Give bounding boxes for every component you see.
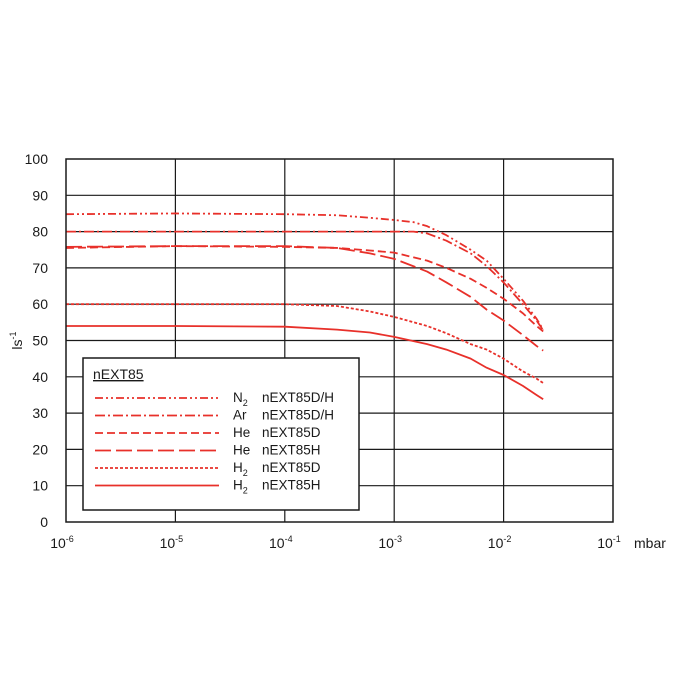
legend-gas-subscript: 2 <box>243 468 248 478</box>
y-tick-label: 50 <box>32 333 48 349</box>
legend-gas-subscript: 2 <box>243 398 248 408</box>
x-tick-label: 10-3 <box>378 534 402 551</box>
series-line <box>65 212 544 331</box>
legend-model: nEXT85D <box>262 425 321 440</box>
y-tick-label: 70 <box>32 260 48 276</box>
legend-model: nEXT85D/H <box>262 408 334 423</box>
x-tick-exponent: -5 <box>175 534 183 544</box>
x-tick-base: 10 <box>160 535 176 551</box>
x-tick-exponent: -4 <box>285 534 293 544</box>
series-line <box>65 245 544 333</box>
x-tick-exponent: -3 <box>394 534 402 544</box>
y-axis-label-sup: -1 <box>8 331 18 339</box>
legend-title: nEXT85 <box>93 366 144 382</box>
legend-model: nEXT85D/H <box>262 390 334 405</box>
y-axis-label-base: ls <box>9 339 25 349</box>
legend-model: nEXT85H <box>262 443 321 458</box>
legend-gas-symbol: He <box>233 425 250 440</box>
y-tick-label: 100 <box>25 151 49 167</box>
legend-gas-subscript: 2 <box>243 486 248 496</box>
x-tick-exponent: -1 <box>613 534 621 544</box>
x-tick-base: 10 <box>50 535 66 551</box>
x-tick-base: 10 <box>488 535 504 551</box>
x-tick-label: 10-2 <box>488 534 512 551</box>
x-tick-label: 10-1 <box>597 534 621 551</box>
legend-item: Ar nEXT85D/H <box>95 408 334 423</box>
x-tick-label: 10-6 <box>50 534 74 551</box>
y-tick-label: 30 <box>32 405 48 421</box>
x-axis-label: mbar <box>634 535 666 551</box>
y-tick-label: 0 <box>40 514 48 530</box>
legend-gas-symbol: H <box>233 460 243 475</box>
plot-area-frame <box>65 158 614 523</box>
series-line <box>66 325 544 401</box>
legend-gas: N2 <box>233 390 248 408</box>
legend-gas-symbol: He <box>233 443 250 458</box>
series-line <box>65 245 544 352</box>
x-tick-base: 10 <box>269 535 285 551</box>
legend-gas-symbol: N <box>233 390 243 405</box>
y-tick-label: 20 <box>32 441 48 457</box>
y-tick-label: 60 <box>32 296 48 312</box>
series-line <box>66 303 544 384</box>
legend-gas: H2 <box>233 478 248 496</box>
y-tick-label: 90 <box>32 187 48 203</box>
legend-gas-symbol: Ar <box>233 408 247 423</box>
legend-model: nEXT85D <box>262 460 321 475</box>
series-line <box>66 230 544 331</box>
x-tick-exponent: -2 <box>503 534 511 544</box>
legend-gas: H2 <box>233 460 248 478</box>
legend: nEXT85 N2 nEXT85D/HAr nEXT85D/HHe nEXT85DHe… <box>82 357 360 511</box>
legend-gas-symbol: H <box>233 478 243 493</box>
y-tick-label: 40 <box>32 369 48 385</box>
y-tick-label: 80 <box>32 224 48 240</box>
y-axis-label: ls-1 <box>8 331 25 349</box>
legend-item: H2 nEXT85D <box>95 460 321 478</box>
series-group <box>65 212 544 401</box>
legend-gas: Ar <box>233 408 247 423</box>
x-tick-label: 10-5 <box>160 534 184 551</box>
y-axis-ticks: 0 10 20 30 40 50 60 70 80 90 100 <box>25 151 49 530</box>
legend-model: nEXT85H <box>262 478 321 493</box>
legend-gas: He <box>233 443 250 458</box>
legend-item: H2 nEXT85H <box>95 478 321 496</box>
legend-item: He nEXT85H <box>95 443 321 458</box>
legend-item: N2 nEXT85D/H <box>95 390 334 408</box>
legend-gas: He <box>233 425 250 440</box>
x-tick-base: 10 <box>378 535 394 551</box>
legend-item: He nEXT85D <box>95 425 321 440</box>
y-tick-label: 10 <box>32 478 48 494</box>
x-tick-exponent: -6 <box>66 534 74 544</box>
x-axis-ticks: 10-6 10-5 10-4 10-3 10-2 10-1 <box>50 534 621 551</box>
x-tick-base: 10 <box>597 535 613 551</box>
x-tick-label: 10-4 <box>269 534 293 551</box>
